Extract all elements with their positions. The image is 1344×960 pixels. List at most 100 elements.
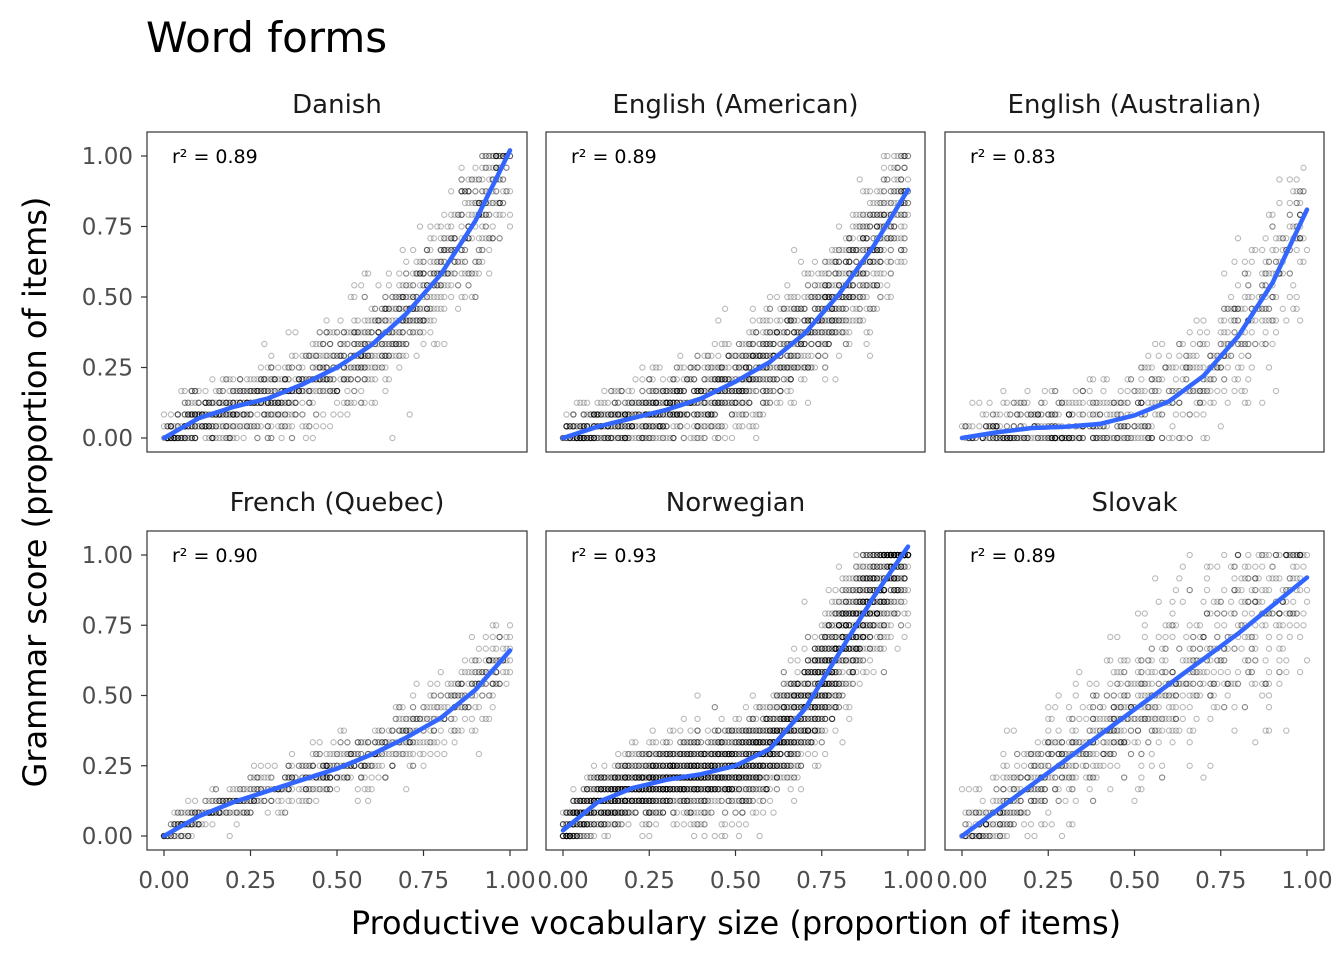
data-point: [316, 387, 323, 395]
data-point: [333, 387, 341, 395]
data-point: [375, 317, 382, 324]
data-point: [226, 411, 233, 418]
r2-annotation: r² = 0.83: [970, 146, 1056, 168]
data-point: [389, 293, 396, 301]
data-point: [337, 352, 344, 359]
data-point: [278, 376, 285, 383]
data-point: [205, 423, 213, 430]
data-point: [347, 364, 354, 371]
data-point: [333, 387, 341, 395]
data-point: [375, 317, 382, 324]
data-point: [430, 258, 438, 265]
data-point: [268, 364, 275, 371]
data-point: [191, 434, 199, 442]
data-point: [430, 270, 438, 277]
data-point: [461, 293, 469, 301]
data-point: [288, 434, 296, 442]
data-point: [396, 270, 403, 277]
data-point: [489, 235, 496, 242]
data-point: [420, 270, 427, 277]
x-tick-label: 1.00: [484, 868, 535, 894]
data-point: [202, 423, 209, 430]
data-point: [330, 352, 337, 359]
data-point: [191, 434, 199, 442]
data-point: [403, 282, 410, 289]
data-point: [444, 282, 451, 289]
data-point: [475, 258, 483, 265]
data-point: [375, 329, 382, 336]
data-point: [416, 329, 424, 336]
data-point: [209, 399, 216, 406]
data-point: [181, 434, 188, 442]
panel-border: [146, 131, 528, 453]
data-point: [247, 387, 254, 395]
data-point: [285, 376, 292, 383]
data-point: [361, 270, 368, 277]
data-point: [493, 152, 500, 160]
data-point: [361, 340, 368, 348]
data-point: [361, 329, 368, 336]
data-point: [454, 305, 462, 312]
data-point: [427, 305, 434, 312]
data-point: [323, 364, 330, 371]
data-point: [202, 399, 209, 406]
data-point: [361, 376, 368, 383]
data-point: [202, 423, 209, 430]
data-point: [313, 423, 320, 430]
data-point: [261, 376, 268, 383]
data-point: [185, 411, 192, 418]
data-point: [389, 434, 396, 442]
y-tick-label: 0.50: [82, 285, 133, 311]
data-point: [468, 293, 476, 301]
data-point: [233, 411, 240, 418]
data-point: [216, 387, 223, 395]
data-point: [326, 387, 334, 395]
data-point: [236, 411, 244, 418]
data-point: [278, 411, 285, 418]
data-point: [468, 199, 476, 207]
data-point: [226, 376, 233, 383]
data-point: [316, 329, 323, 336]
data-point: [409, 317, 417, 324]
data-point: [347, 364, 354, 371]
data-point: [444, 246, 451, 254]
data-point: [482, 164, 489, 171]
data-point: [420, 282, 427, 289]
data-point: [389, 352, 396, 359]
data-point: [205, 423, 213, 430]
data-point: [482, 164, 489, 171]
data-point: [275, 411, 282, 418]
data-point: [333, 399, 341, 406]
data-point: [171, 423, 178, 430]
data-point: [354, 317, 361, 324]
data-point: [285, 423, 292, 430]
data-point: [385, 305, 393, 312]
data-point: [375, 329, 382, 336]
data-point: [333, 352, 341, 359]
data-point: [288, 364, 296, 371]
data-point: [358, 340, 365, 348]
data-point: [493, 152, 500, 160]
data-point: [340, 376, 348, 383]
data-point: [295, 387, 303, 395]
data-point: [295, 376, 303, 383]
data-point: [233, 411, 240, 418]
data-point: [409, 246, 417, 254]
data-point: [281, 376, 289, 383]
data-point: [382, 305, 389, 312]
data-point: [399, 293, 406, 301]
data-point: [268, 387, 275, 395]
data-point: [181, 399, 188, 406]
data-point: [347, 329, 354, 336]
data-point: [368, 352, 375, 359]
data-point: [333, 387, 341, 395]
data-point: [496, 152, 503, 160]
data-point: [434, 223, 441, 230]
data-point: [472, 188, 479, 195]
data-point: [309, 340, 316, 348]
data-point: [268, 399, 275, 406]
data-point: [226, 411, 233, 418]
data-point: [313, 411, 320, 418]
data-point: [437, 282, 444, 289]
